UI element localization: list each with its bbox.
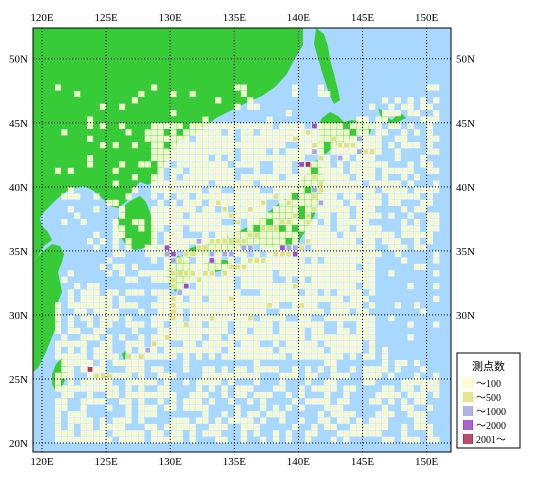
legend-swatch — [463, 434, 473, 444]
legend-label: ～100 — [476, 379, 501, 390]
legend-swatch — [463, 378, 473, 388]
legend-swatch — [463, 420, 473, 430]
longitude-label: 135E — [223, 12, 247, 24]
longitude-label: 150E — [415, 456, 439, 468]
longitude-label: 125E — [94, 456, 118, 468]
longitude-label: 140E — [287, 456, 311, 468]
longitude-label: 120E — [30, 456, 54, 468]
legend-items: ～100 ～500 ～1000 ～2000 2001～ — [463, 378, 506, 446]
latitude-label: 40N — [9, 182, 28, 194]
legend: 測点数 ～100 ～500 ～1000 ～2000 2001～ — [456, 352, 521, 449]
legend-label: ～2000 — [476, 421, 506, 432]
sakhalin — [314, 28, 340, 104]
map-area — [33, 28, 451, 452]
legend-label: ～500 — [476, 393, 501, 404]
map-frame — [32, 27, 452, 453]
legend-swatch — [463, 406, 473, 416]
longitude-label: 120E — [30, 12, 54, 24]
legend-swatch — [463, 392, 473, 402]
latitude-label: 45N — [456, 118, 475, 130]
latitude-label: 35N — [456, 246, 475, 258]
longitude-label: 145E — [351, 456, 375, 468]
latitude-label: 25N — [9, 374, 28, 386]
longitude-labels-bottom: 120E 125E 130E 135E 140E 145E 150E — [30, 456, 438, 468]
latitude-label: 35N — [9, 246, 28, 258]
longitude-label: 145E — [351, 12, 375, 24]
latitude-labels-left: 20N 25N 30N 35N 40N 45N 50N — [9, 54, 28, 450]
legend-label: 2001～ — [476, 435, 506, 446]
china-coast — [33, 244, 64, 372]
observation-cells — [54, 84, 440, 443]
longitude-label: 150E — [415, 12, 439, 24]
longitude-label: 125E — [94, 12, 118, 24]
latitude-label: 50N — [9, 54, 28, 66]
latitude-label: 20N — [9, 438, 28, 450]
legend-label: ～1000 — [476, 407, 506, 418]
longitude-label: 135E — [223, 456, 247, 468]
latitude-label: 40N — [456, 182, 475, 194]
latitude-label: 45N — [9, 118, 28, 130]
lat-lon-grid — [33, 28, 451, 452]
longitude-label: 130E — [159, 12, 183, 24]
longitude-label: 130E — [159, 456, 183, 468]
longitude-labels-top: 120E 125E 130E 135E 140E 145E 150E — [30, 12, 438, 24]
latitude-label: 30N — [9, 310, 28, 322]
latitude-label: 30N — [456, 310, 475, 322]
latitude-label: 50N — [456, 54, 475, 66]
longitude-label: 140E — [287, 12, 311, 24]
legend-title: 測点数 — [472, 359, 505, 373]
